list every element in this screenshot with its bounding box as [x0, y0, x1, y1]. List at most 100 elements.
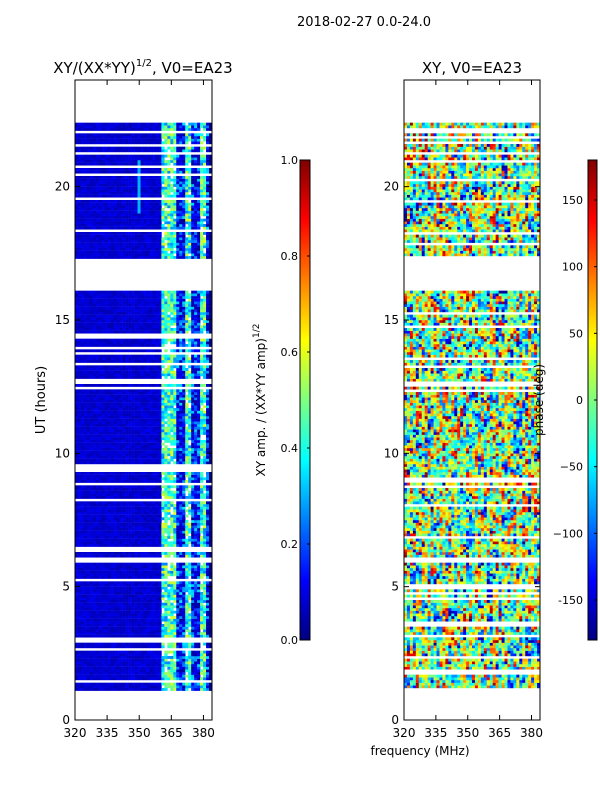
heatmap-cell — [152, 643, 155, 646]
heatmap-cell — [167, 517, 170, 520]
heatmap-cell — [132, 392, 135, 395]
heatmap-cell — [84, 419, 87, 422]
heatmap-cell — [114, 536, 117, 539]
heatmap-cell — [132, 533, 135, 536]
heatmap-cell — [206, 552, 209, 555]
heatmap-cell — [99, 416, 102, 419]
heatmap-cell — [108, 400, 111, 403]
heatmap-cell — [176, 400, 179, 403]
heatmap-cell — [149, 653, 152, 656]
heatmap-cell — [81, 629, 84, 632]
heatmap-cell — [182, 685, 185, 688]
heatmap-cell — [161, 416, 164, 419]
heatmap-cell — [149, 416, 152, 419]
heatmap-cell — [176, 651, 179, 654]
heatmap-cell — [123, 416, 126, 419]
heatmap-cell — [203, 461, 206, 464]
heatmap-cell — [120, 488, 123, 491]
heatmap-cell — [146, 621, 149, 624]
heatmap-cell — [93, 427, 96, 430]
heatmap-cell — [129, 488, 132, 491]
heatmap-cell — [152, 605, 155, 608]
heatmap-cell — [78, 664, 81, 667]
heatmap-cell — [135, 597, 138, 600]
heatmap-cell — [158, 587, 161, 590]
heatmap-cell — [90, 563, 93, 566]
heatmap-cell — [141, 413, 144, 416]
heatmap-cell — [108, 581, 111, 584]
heatmap-cell — [191, 403, 194, 406]
heatmap-cell — [155, 491, 158, 494]
heatmap-cell — [146, 603, 149, 606]
heatmap-cell — [158, 421, 161, 424]
heatmap-cell — [90, 688, 93, 691]
heatmap-cell — [144, 400, 147, 403]
heatmap-cell — [111, 584, 114, 587]
heatmap-cell — [99, 445, 102, 448]
heatmap-cell — [176, 688, 179, 691]
heatmap-cell — [96, 416, 99, 419]
heatmap-cell — [203, 616, 206, 619]
heatmap-cell — [149, 397, 152, 400]
heatmap-cell — [129, 376, 132, 379]
heatmap-cell — [173, 656, 176, 659]
heatmap-cell — [164, 501, 167, 504]
heatmap-cell — [179, 667, 182, 670]
heatmap-cell — [173, 419, 176, 422]
heatmap-cell — [129, 384, 132, 387]
heatmap-cell — [152, 669, 155, 672]
heatmap-cell — [96, 461, 99, 464]
heatmap-cell — [206, 488, 209, 491]
heatmap-cell — [206, 571, 209, 574]
heatmap-cell — [129, 624, 132, 627]
heatmap-cell — [81, 664, 84, 667]
heatmap-cell — [93, 400, 96, 403]
heatmap-cell — [78, 555, 81, 558]
heatmap-cell — [78, 419, 81, 422]
heatmap-cell — [185, 475, 188, 478]
heatmap-cell — [197, 504, 200, 507]
heatmap-cell — [135, 667, 138, 670]
heatmap-cell — [191, 568, 194, 571]
heatmap-cell — [111, 477, 114, 480]
heatmap-cell — [179, 555, 182, 558]
heatmap-cell — [141, 504, 144, 507]
heatmap-cell — [129, 659, 132, 662]
heatmap-cell — [155, 603, 158, 606]
heatmap-cell — [161, 528, 164, 531]
heatmap-cell — [93, 600, 96, 603]
heatmap-cell — [90, 376, 93, 379]
heatmap-cell — [96, 443, 99, 446]
heatmap-cell — [167, 480, 170, 483]
heatmap-cell — [167, 405, 170, 408]
heatmap-cell — [185, 685, 188, 688]
heatmap-cell — [138, 485, 141, 488]
heatmap-cell — [200, 669, 203, 672]
heatmap-cell — [179, 616, 182, 619]
heatmap-cell — [114, 629, 117, 632]
heatmap-cell — [188, 541, 191, 544]
heatmap-cell — [108, 533, 111, 536]
heatmap-cell — [87, 589, 90, 592]
heatmap-cell — [90, 555, 93, 558]
heatmap-cell — [96, 629, 99, 632]
heatmap-cell — [197, 531, 200, 534]
heatmap-cell — [90, 645, 93, 648]
heatmap-cell — [87, 445, 90, 448]
heatmap-cell — [138, 653, 141, 656]
heatmap-cell — [185, 509, 188, 512]
heatmap-cell — [120, 661, 123, 664]
heatmap-cell — [149, 584, 152, 587]
heatmap-cell — [123, 424, 126, 427]
heatmap-cell — [155, 397, 158, 400]
heatmap-cell — [191, 389, 194, 392]
heatmap-cell — [105, 408, 108, 411]
heatmap-cell — [179, 544, 182, 547]
heatmap-cell — [78, 475, 81, 478]
heatmap-cell — [152, 613, 155, 616]
heatmap-cell — [99, 627, 102, 630]
heatmap-cell — [206, 389, 209, 392]
heatmap-cell — [176, 493, 179, 496]
heatmap-cell — [194, 448, 197, 451]
heatmap-cell — [141, 576, 144, 579]
